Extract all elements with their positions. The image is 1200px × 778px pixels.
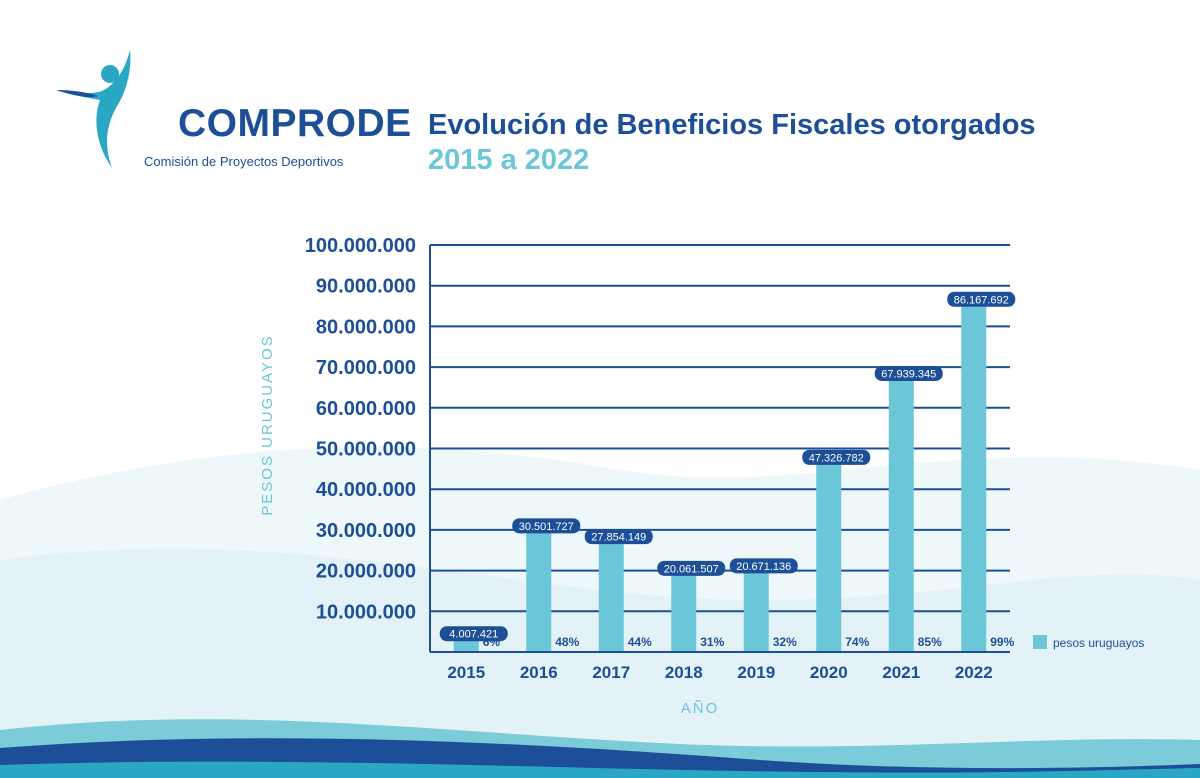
logo-subtitle: Comisión de Proyectos Deportivos bbox=[144, 154, 344, 169]
y-tick-label: 90.000.000 bbox=[316, 276, 416, 298]
value-label: 20.061.507 bbox=[664, 563, 719, 575]
value-label-bg bbox=[512, 518, 581, 534]
value-label-bg bbox=[729, 558, 798, 574]
percent-label: 74% bbox=[845, 635, 869, 649]
bar-2016 bbox=[526, 527, 552, 652]
x-tick-label: 2015 bbox=[447, 663, 485, 682]
percent-label: 44% bbox=[628, 635, 652, 649]
page-title: Evolución de Beneficios Fiscales otorgad… bbox=[428, 109, 1036, 141]
logo-wordmark: COMPRODE bbox=[178, 102, 412, 145]
y-tick-label: 50.000.000 bbox=[316, 439, 416, 461]
bar-2019 bbox=[743, 567, 769, 652]
percent-label: 48% bbox=[555, 635, 579, 649]
percent-label: 99% bbox=[990, 635, 1014, 649]
value-label: 27.854.149 bbox=[591, 532, 646, 544]
comprode-logo: COMPRODE Comisión de Proyectos Deportivo… bbox=[52, 46, 411, 176]
value-label-bg bbox=[802, 449, 871, 465]
y-tick-label: 20.000.000 bbox=[316, 561, 416, 583]
value-label-bg bbox=[439, 626, 508, 642]
bar-2021 bbox=[888, 375, 914, 652]
percent-label: 6% bbox=[483, 635, 501, 649]
value-label-bg bbox=[584, 529, 653, 545]
x-tick-labels: 2015 2016 2017 2018 2019 2020 2021 2022 bbox=[447, 663, 992, 682]
y-tick-label: 80.000.000 bbox=[316, 316, 416, 338]
value-label-bg bbox=[657, 560, 726, 576]
x-tick-label: 2019 bbox=[737, 663, 775, 682]
y-tick-label: 30.000.000 bbox=[316, 520, 416, 542]
bar-2018 bbox=[671, 570, 697, 652]
legend-swatch bbox=[1033, 635, 1047, 649]
value-label: 4.007.421 bbox=[449, 629, 498, 641]
x-tick-label: 2016 bbox=[520, 663, 558, 682]
x-tick-label: 2018 bbox=[665, 663, 703, 682]
y-axis-title: PESOS URUGUAYOS bbox=[259, 334, 276, 515]
value-label: 67.939.345 bbox=[881, 368, 936, 380]
legend-label: pesos uruguayos bbox=[1053, 636, 1144, 650]
percent-label: 31% bbox=[700, 635, 724, 649]
bar-2017 bbox=[598, 538, 624, 652]
value-label: 47.326.782 bbox=[809, 452, 864, 464]
bar-2022 bbox=[961, 301, 987, 652]
x-axis-title: AÑO bbox=[681, 700, 720, 717]
y-tick-label: 10.000.000 bbox=[316, 601, 416, 623]
page-subtitle: 2015 a 2022 bbox=[428, 144, 590, 176]
value-label: 86.167.692 bbox=[954, 294, 1009, 306]
percent-label: 32% bbox=[773, 635, 797, 649]
x-tick-label: 2022 bbox=[955, 663, 993, 682]
value-label: 30.501.727 bbox=[519, 521, 574, 533]
legend: pesos uruguayos bbox=[1033, 635, 1144, 650]
y-tick-label: 70.000.000 bbox=[316, 357, 416, 379]
value-label-bg bbox=[874, 365, 943, 381]
x-tick-label: 2020 bbox=[810, 663, 848, 682]
percent-label: 85% bbox=[918, 635, 942, 649]
athlete-figure-icon bbox=[56, 50, 131, 168]
y-tick-label: 40.000.000 bbox=[316, 479, 416, 501]
y-tick-label: 100.000.000 bbox=[305, 235, 416, 257]
wave-cyan-front bbox=[0, 761, 1200, 778]
bar-2020 bbox=[816, 459, 842, 652]
x-tick-label: 2017 bbox=[592, 663, 630, 682]
value-label: 20.671.136 bbox=[736, 561, 791, 573]
x-tick-label: 2021 bbox=[882, 663, 920, 682]
value-label-bg bbox=[947, 291, 1016, 307]
y-tick-label: 60.000.000 bbox=[316, 398, 416, 420]
y-tick-labels: 10.000.000 20.000.000 30.000.000 40.000.000… bbox=[305, 235, 416, 623]
grid-lines bbox=[430, 244, 1010, 613]
